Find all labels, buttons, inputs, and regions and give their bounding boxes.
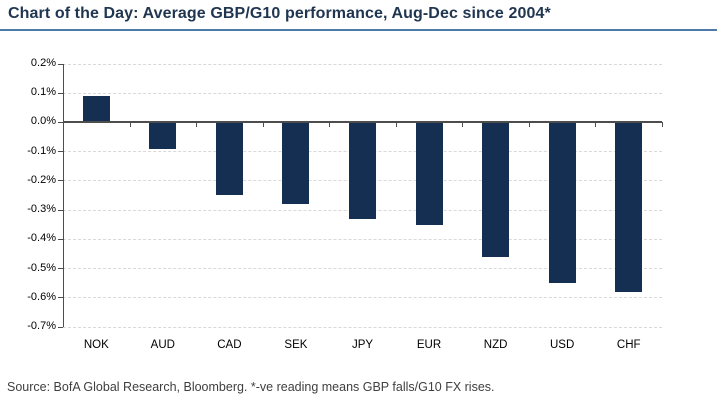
x-axis-tick: [528, 122, 530, 128]
y-axis-tick-label: -0.3%: [27, 203, 56, 216]
x-axis-category-label: AUD: [150, 339, 175, 351]
page-title: Chart of the Day: Average GBP/G10 perfor…: [8, 5, 551, 22]
y-axis-tick-label: -0.4%: [27, 232, 56, 245]
gridline: [63, 268, 662, 270]
bar-usd: [548, 122, 576, 284]
x-axis-tick: [395, 122, 397, 128]
bar-nzd: [482, 122, 510, 257]
bar-sek: [282, 122, 310, 205]
x-axis-tick: [63, 122, 64, 128]
x-axis-category-label: SEK: [284, 339, 308, 351]
x-axis-category-label: NOK: [83, 339, 109, 351]
y-axis-tick-label: 0.2%: [30, 57, 56, 69]
x-axis-category-label: CAD: [217, 339, 242, 351]
bar-chf: [615, 122, 643, 292]
gridline: [63, 297, 662, 299]
x-axis-category-label: USD: [550, 339, 575, 351]
bar-eur: [415, 122, 443, 225]
x-axis-tick: [196, 122, 198, 128]
gridline: [63, 326, 662, 328]
y-axis-tick-label: -0.5%: [27, 261, 56, 274]
y-axis-tick: [58, 238, 63, 240]
gridline: [63, 238, 662, 240]
title-divider: [0, 29, 717, 31]
y-axis-tick-label: -0.2%: [27, 173, 56, 186]
y-axis-tick: [58, 209, 63, 211]
x-axis-category-label: JPY: [351, 339, 374, 351]
gridline: [63, 63, 662, 65]
x-axis-category-label: EUR: [416, 339, 442, 351]
y-axis-tick: [58, 92, 63, 94]
bar-nok: [82, 96, 110, 123]
x-axis-category-label: CHF: [616, 339, 641, 351]
y-axis-tick: [58, 151, 63, 153]
x-axis-category-label: NZD: [483, 339, 508, 351]
y-axis-tick-label: 0.0%: [30, 115, 56, 128]
y-axis-tick: [58, 326, 63, 328]
bar-jpy: [349, 122, 376, 219]
y-axis-tick: [58, 121, 63, 123]
x-axis-tick: [662, 122, 663, 128]
y-axis-tick: [58, 297, 63, 299]
y-axis-tick: [58, 63, 63, 65]
bar-cad: [215, 122, 243, 196]
gridline: [63, 92, 662, 94]
x-axis-tick: [262, 122, 264, 128]
source-note: Source: BofA Global Research, Bloomberg.…: [7, 380, 495, 394]
x-axis-tick: [462, 122, 464, 128]
y-axis-tick-label: 0.1%: [30, 86, 56, 99]
y-axis-tick: [58, 180, 63, 182]
y-axis-tick-label: -0.1%: [27, 144, 56, 157]
y-axis-tick-label: -0.6%: [27, 290, 56, 303]
x-axis-line: [63, 121, 662, 124]
y-axis-tick: [58, 268, 63, 270]
x-axis-tick: [129, 122, 131, 128]
y-axis-tick-label: -0.7%: [27, 320, 56, 332]
bar-aud: [149, 122, 177, 149]
x-axis-tick: [329, 122, 331, 128]
y-axis-line: [63, 64, 64, 327]
x-axis-tick: [595, 122, 597, 128]
